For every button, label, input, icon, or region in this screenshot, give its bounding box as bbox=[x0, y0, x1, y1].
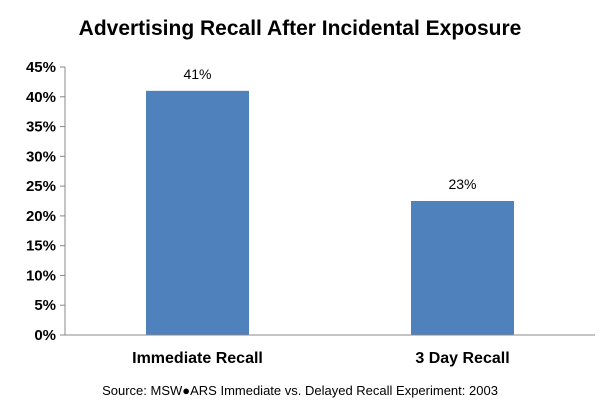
bars bbox=[146, 90, 514, 335]
y-tick-label: 40% bbox=[26, 89, 56, 106]
y-tick-label: 30% bbox=[26, 148, 56, 165]
y-tick-label: 45% bbox=[26, 59, 56, 76]
y-tick-label: 0% bbox=[34, 327, 56, 344]
y-tick-label: 10% bbox=[26, 267, 56, 284]
data-labels: 41% 23% bbox=[183, 66, 476, 192]
category-labels: Immediate Recall 3 Day Recall bbox=[132, 350, 510, 367]
y-tick-label: 20% bbox=[26, 208, 56, 225]
bar-chart: 0% 5% 10% 15% 20% 25% 30% 35% 40% 45% 41% 23% Imme… bbox=[26, 59, 595, 367]
y-tick-label: 35% bbox=[26, 119, 56, 136]
y-tick-label: 5% bbox=[34, 297, 56, 314]
data-label: 41% bbox=[183, 66, 211, 82]
bar bbox=[411, 201, 514, 335]
category-label: Immediate Recall bbox=[132, 350, 263, 367]
y-tick-label: 15% bbox=[26, 238, 56, 255]
source-note: Source: MSW●ARS Immediate vs. Delayed Re… bbox=[102, 383, 498, 398]
category-label: 3 Day Recall bbox=[415, 350, 509, 367]
data-label: 23% bbox=[448, 176, 476, 192]
chart-title: Advertising Recall After Incidental Expo… bbox=[78, 17, 522, 40]
y-tick-label: 25% bbox=[26, 178, 56, 195]
y-axis-ticks: 0% 5% 10% 15% 20% 25% 30% 35% 40% 45% bbox=[26, 59, 65, 344]
bar bbox=[146, 90, 249, 335]
